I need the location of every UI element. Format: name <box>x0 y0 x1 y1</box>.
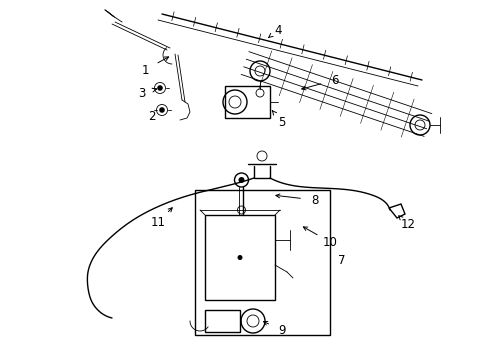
Bar <box>204 310 240 332</box>
Bar <box>224 86 269 118</box>
Text: 4: 4 <box>274 23 281 36</box>
Text: 5: 5 <box>278 116 285 129</box>
Bar <box>195 190 329 335</box>
Circle shape <box>238 177 244 183</box>
Text: 10: 10 <box>322 235 337 248</box>
Circle shape <box>159 107 164 113</box>
Circle shape <box>157 85 163 91</box>
Text: 6: 6 <box>330 73 338 86</box>
Text: 2: 2 <box>148 109 156 122</box>
Text: 8: 8 <box>311 194 318 207</box>
Circle shape <box>237 255 242 260</box>
Text: 1: 1 <box>141 63 148 77</box>
Text: 9: 9 <box>278 324 285 337</box>
Text: 7: 7 <box>338 253 345 266</box>
Text: 3: 3 <box>138 86 145 99</box>
Text: 12: 12 <box>400 219 415 231</box>
Text: 11: 11 <box>150 216 165 229</box>
Bar <box>204 215 274 300</box>
